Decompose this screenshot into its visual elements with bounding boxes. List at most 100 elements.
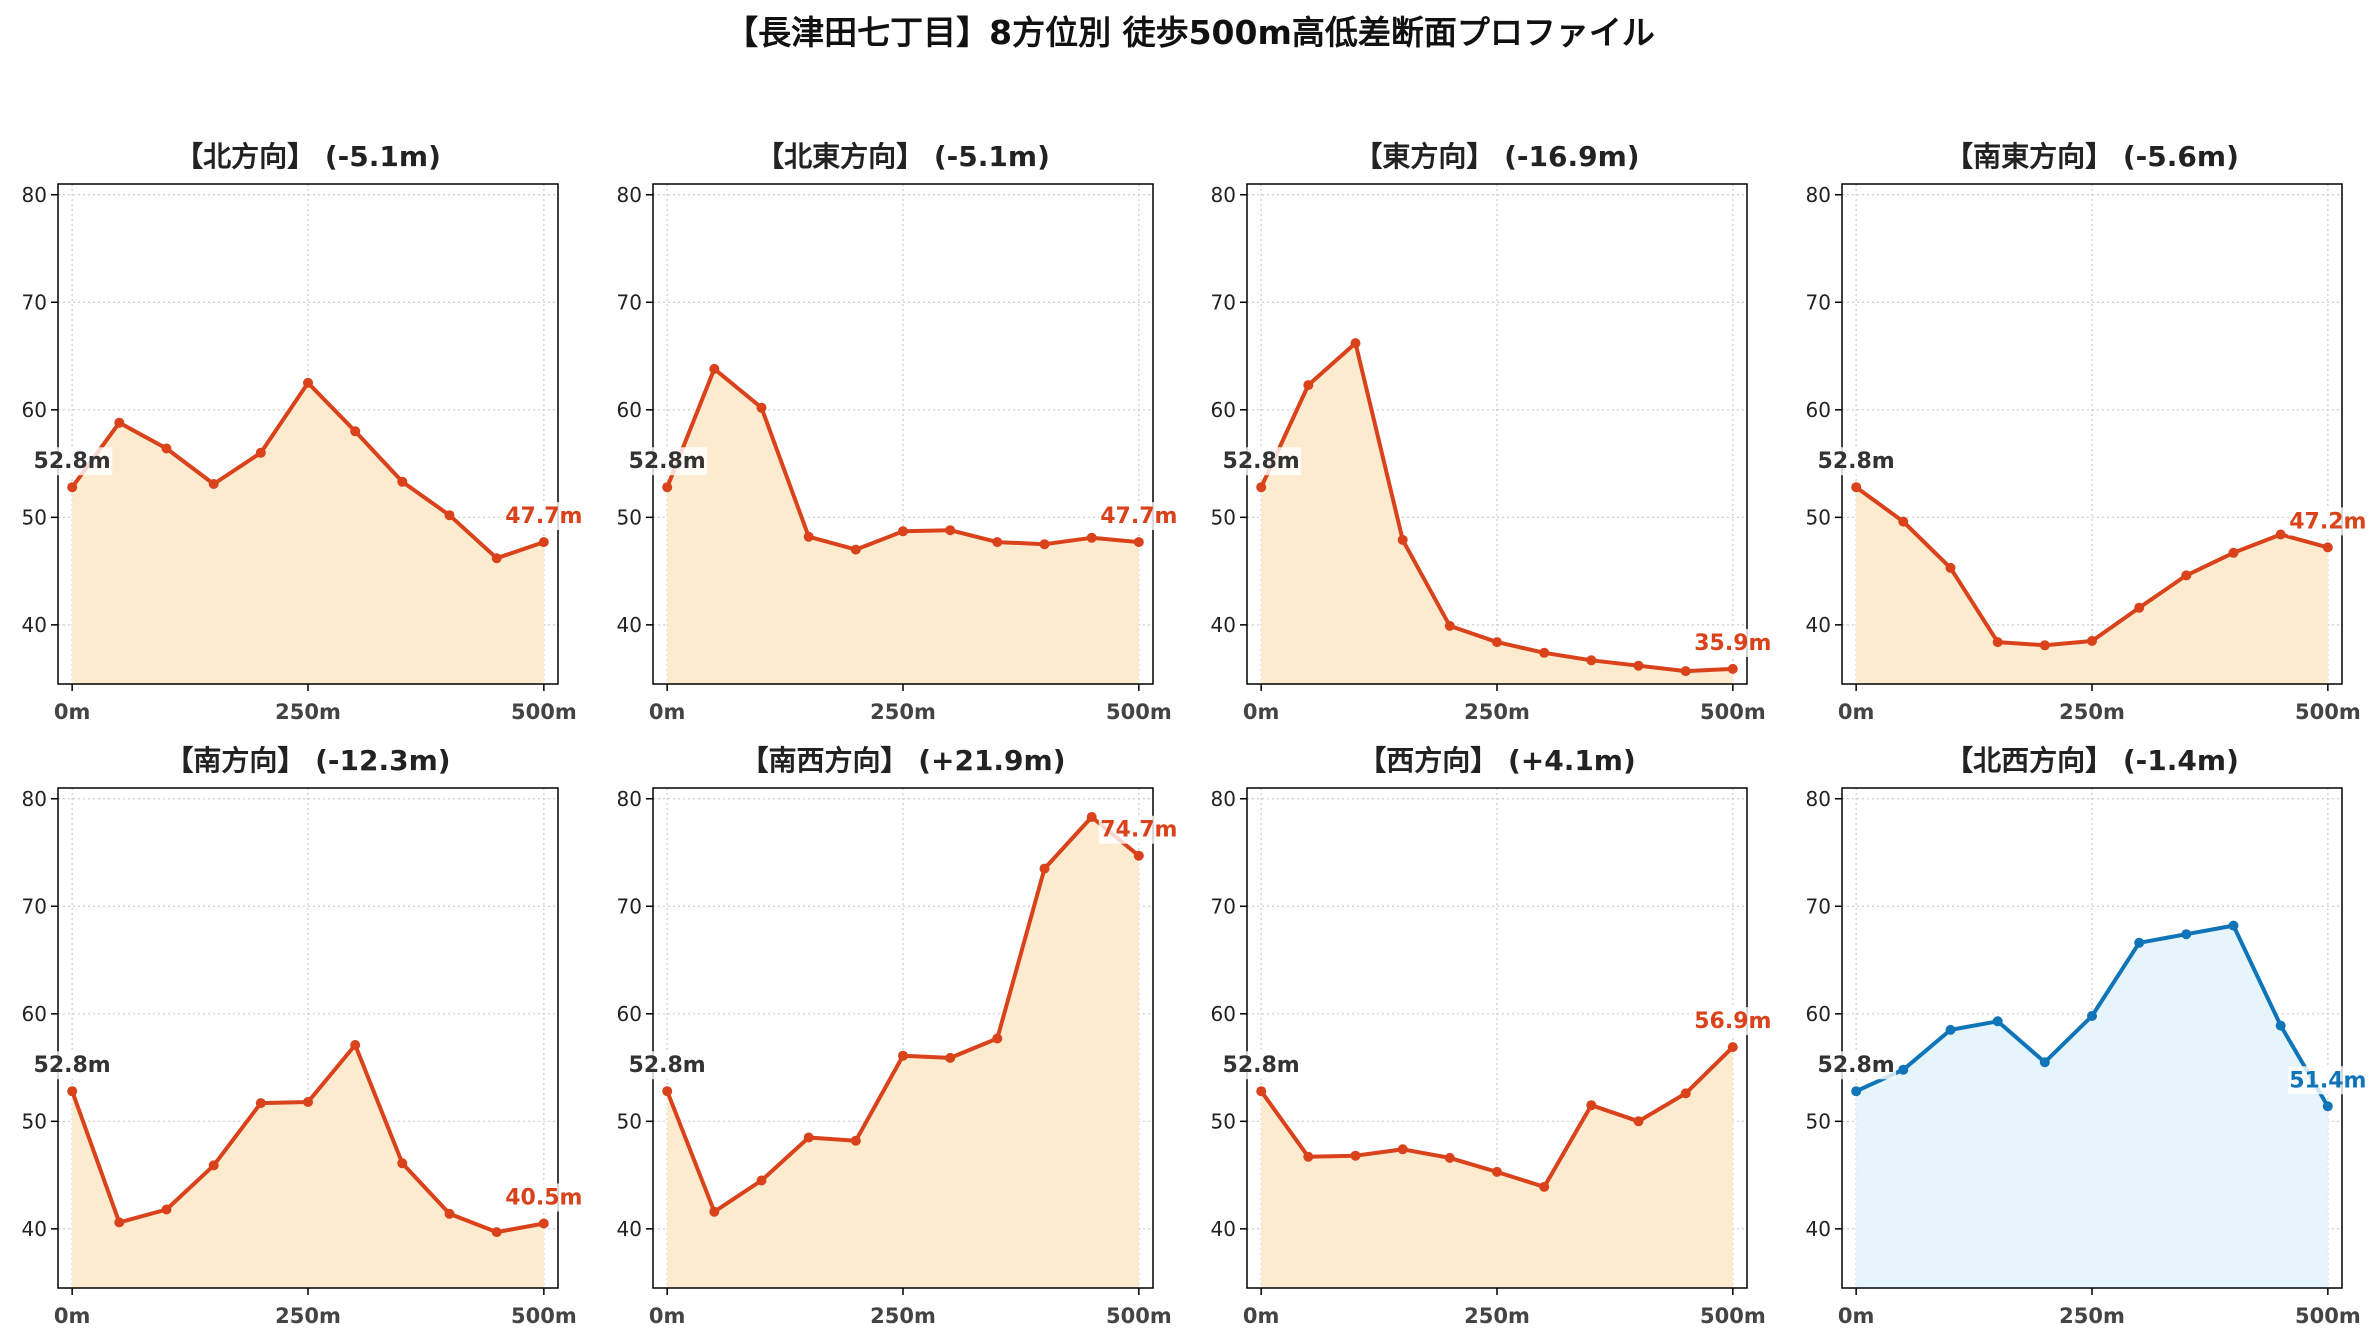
x-tick-label: 0m [649, 1304, 686, 1328]
data-point [208, 479, 219, 489]
x-tick-label: 0m [54, 1304, 91, 1328]
end-elevation-label: 47.7m [505, 504, 582, 529]
y-tick-label: 70 [1806, 894, 1831, 918]
data-point [1898, 516, 1909, 527]
start-label-bg [1221, 447, 1302, 476]
data-point [208, 1160, 219, 1171]
data-point [2134, 937, 2145, 948]
panel-title: 【東方向】 (-16.9m) [1354, 140, 1639, 173]
panel-title: 【北西方向】 (-1.4m) [1945, 744, 2239, 777]
x-tick-label: 500m [511, 700, 577, 724]
profile-panel: 【東方向】 (-16.9m) 40 50 60 70 80 0m 250m 500m 52.8m 3… [1211, 140, 1773, 724]
y-tick-label: 70 [1806, 290, 1831, 314]
data-point [2228, 547, 2239, 558]
profile-panel: 【西方向】 (+4.1m) 40 50 60 70 80 0m 250m 500m 52.8m 56… [1211, 744, 1773, 1328]
y-tick-label: 40 [617, 613, 642, 637]
profile-area [72, 1045, 544, 1288]
y-tick-label: 60 [22, 398, 47, 422]
start-label-bg [32, 447, 113, 476]
x-tick-label: 250m [2059, 700, 2125, 724]
data-point [1633, 1116, 1644, 1127]
y-tick-label: 80 [22, 787, 47, 811]
data-point [538, 537, 549, 548]
data-point [1350, 338, 1361, 349]
data-point [67, 482, 78, 493]
data-point [350, 1040, 361, 1050]
data-point [303, 1097, 313, 1107]
y-tick-label: 80 [1211, 183, 1236, 207]
data-point [491, 1227, 502, 1238]
y-tick-label: 50 [617, 1109, 642, 1133]
data-point [2275, 1020, 2286, 1031]
x-tick-label: 500m [1700, 700, 1766, 724]
data-point [1039, 863, 1050, 874]
data-point [2087, 1011, 2097, 1021]
data-point [1727, 1042, 1738, 1053]
end-elevation-label: 56.9m [1694, 1009, 1771, 1034]
end-label-bg [1692, 1007, 1773, 1036]
data-point [662, 1086, 673, 1097]
end-elevation-label: 47.2m [2289, 509, 2366, 534]
data-point [1039, 539, 1050, 550]
panel-title: 【南東方向】 (-5.6m) [1945, 140, 2239, 173]
y-tick-label: 70 [22, 894, 47, 918]
x-tick-label: 250m [275, 700, 341, 724]
panel-title: 【南西方向】 (+21.9m) [740, 744, 1065, 777]
x-tick-label: 250m [275, 1304, 341, 1328]
data-point [1086, 532, 1097, 543]
data-point [2322, 1101, 2333, 1112]
x-tick-label: 250m [870, 700, 936, 724]
x-tick-label: 250m [1464, 1304, 1530, 1328]
y-tick-label: 70 [1211, 894, 1236, 918]
start-label-bg [1816, 1051, 1897, 1080]
y-tick-label: 60 [1211, 1002, 1236, 1026]
x-tick-label: 0m [649, 700, 686, 724]
y-tick-label: 80 [22, 183, 47, 207]
data-point [114, 1217, 125, 1228]
data-point [1539, 1181, 1550, 1192]
data-point [67, 1086, 78, 1097]
data-point [538, 1218, 549, 1229]
x-tick-label: 0m [1243, 700, 1280, 724]
y-tick-label: 80 [1806, 183, 1831, 207]
data-point [1680, 1088, 1691, 1099]
y-tick-label: 60 [617, 1002, 642, 1026]
data-point [1256, 1086, 1267, 1097]
end-elevation-label: 51.4m [2289, 1068, 2366, 1093]
y-tick-label: 80 [1806, 787, 1831, 811]
profile-area [1856, 487, 2328, 684]
panel-title: 【南方向】 (-12.3m) [165, 744, 450, 777]
end-label-bg [1098, 815, 1179, 844]
y-tick-label: 70 [617, 894, 642, 918]
profile-area [72, 382, 544, 684]
data-point [850, 1135, 861, 1146]
data-point [1945, 562, 1956, 573]
start-elevation-label: 52.8m [1223, 449, 1300, 474]
data-point [491, 553, 502, 564]
data-point [2228, 920, 2239, 931]
data-point [1492, 637, 1502, 648]
y-tick-label: 80 [617, 787, 642, 811]
y-tick-label: 50 [617, 505, 642, 529]
y-tick-label: 50 [22, 1109, 47, 1133]
data-point [444, 1208, 455, 1219]
data-point [2275, 529, 2286, 540]
data-point [1633, 660, 1644, 671]
y-tick-label: 50 [1806, 505, 1831, 529]
data-point [1727, 663, 1738, 674]
data-point [1133, 850, 1144, 861]
data-point [1945, 1024, 1956, 1035]
end-elevation-label: 35.9m [1694, 631, 1771, 656]
x-tick-label: 0m [1838, 700, 1875, 724]
start-label-bg [627, 1051, 708, 1080]
end-elevation-label: 74.7m [1100, 818, 1177, 843]
panel-title: 【北方向】 (-5.1m) [175, 140, 441, 173]
profile-area [1261, 1047, 1733, 1288]
data-point [1303, 380, 1314, 391]
data-point [397, 476, 408, 487]
data-point [662, 482, 673, 493]
data-point [161, 1204, 172, 1215]
start-elevation-label: 52.8m [1818, 449, 1895, 474]
data-point [2181, 570, 2192, 581]
data-point [350, 426, 361, 437]
